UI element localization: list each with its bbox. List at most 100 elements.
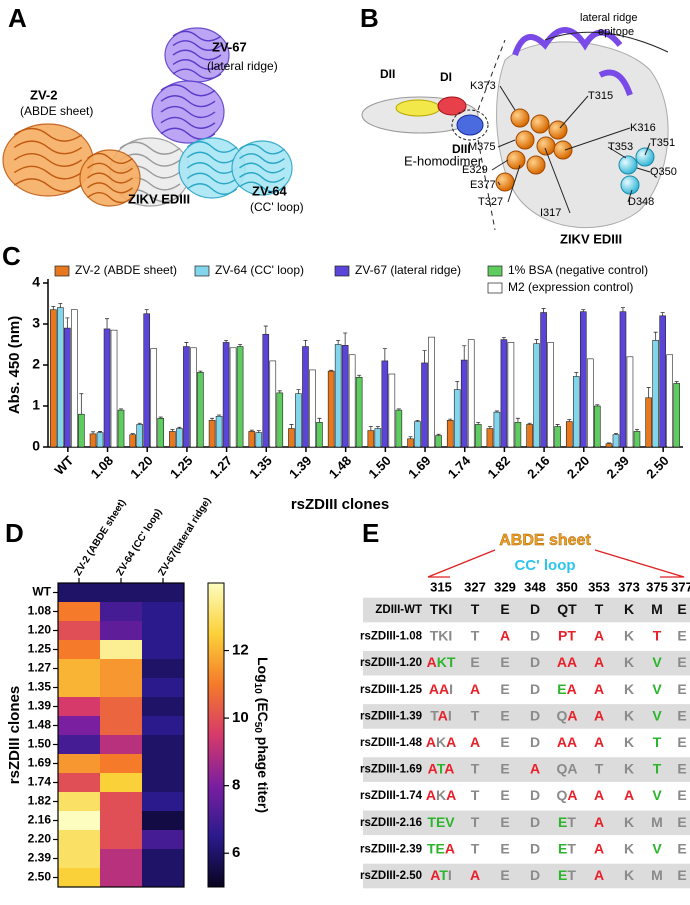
error-bar [375, 426, 380, 429]
x-tick-label: 1.48 [326, 453, 355, 482]
error-bar [98, 431, 103, 433]
bar [388, 373, 396, 448]
leader-line [636, 167, 651, 173]
bar [666, 354, 673, 448]
ribbon-strand [119, 141, 181, 155]
row-label: rsZDIII-1.25 [360, 684, 423, 696]
residue-sphere [553, 140, 573, 160]
legend-swatch [487, 282, 503, 294]
bar [593, 405, 601, 448]
residue-cell: K [624, 707, 634, 723]
residue: T [427, 840, 436, 856]
y-tick-label: 4 [32, 274, 40, 290]
residue-cell: D [530, 707, 540, 723]
row-label: 1.20 [28, 623, 52, 637]
heatmap-cell [142, 830, 185, 850]
residue: E [677, 787, 686, 803]
bar [460, 359, 468, 448]
bar [316, 422, 323, 448]
residue: E [500, 734, 509, 750]
bar [248, 431, 256, 448]
error-bar [515, 417, 520, 423]
residue: A [594, 681, 604, 697]
x-tick-label: 1.08 [88, 453, 117, 482]
residue-label: I317 [540, 207, 561, 219]
leader-line [559, 95, 589, 129]
heatmap-cell [58, 716, 101, 736]
bar [540, 312, 547, 448]
bar [348, 354, 356, 448]
residue: T [447, 654, 456, 670]
residue: T [653, 734, 662, 750]
residue: M [651, 814, 663, 830]
ribbon-strand [160, 116, 216, 129]
colorbar-label-part: Log [255, 657, 271, 683]
residue: E [677, 654, 686, 670]
error-bar [674, 381, 679, 384]
bar [414, 421, 421, 448]
residue: A [438, 707, 448, 723]
error-bar [606, 442, 611, 444]
heatmap-cell [58, 583, 101, 603]
bar [474, 424, 482, 448]
ribbon-strand [186, 162, 238, 174]
residue: I [449, 681, 453, 697]
error-bar [79, 393, 84, 415]
residue: T [471, 760, 480, 776]
residue: A [446, 734, 456, 750]
residue-cell: V [652, 707, 662, 723]
ribbon-strand [160, 105, 216, 119]
error-bar [368, 426, 373, 431]
residue-cell: ATI [430, 867, 452, 883]
residue: A [567, 734, 577, 750]
colorbar-tick-label: 10 [232, 709, 249, 726]
residue: D [530, 814, 540, 830]
residue: T [430, 601, 439, 617]
row-stripe [363, 810, 690, 836]
residue: A [470, 867, 480, 883]
residue-cell: AKA [426, 787, 456, 803]
residue-cell: AAI [429, 681, 453, 697]
residue-cell: D [530, 734, 540, 750]
heatmap-cell [100, 697, 143, 717]
row-stripe [363, 704, 690, 729]
row-label: 1.25 [28, 642, 52, 656]
residue-cell: A [594, 707, 604, 723]
residue-cell: T [471, 707, 480, 723]
error-bar [296, 389, 301, 394]
ribbon-strand [172, 30, 222, 42]
residue-cell: A [594, 787, 604, 803]
residue: K [436, 734, 446, 750]
error-bar [555, 424, 560, 427]
residue: E [677, 840, 686, 856]
residue-cell: A [470, 734, 480, 750]
bar [288, 428, 295, 448]
error-bar [317, 417, 322, 423]
group-label: ABDE sheet [499, 532, 591, 549]
residue-cell: T [471, 760, 480, 776]
residue-cell: E [500, 654, 509, 670]
residue: I [448, 707, 452, 723]
colorbar-label-part: 10 [252, 683, 263, 695]
bar [605, 443, 613, 448]
bar [103, 328, 111, 448]
residue-cell: AA [557, 654, 577, 670]
residue: E [557, 681, 566, 697]
leader-line [627, 189, 633, 203]
residue: Q [556, 787, 567, 803]
residue-cell: A [594, 867, 604, 883]
bar [302, 346, 309, 448]
bar [78, 413, 85, 448]
residue-cell: D [530, 840, 540, 856]
error-bar [357, 374, 362, 378]
residue: A [500, 627, 510, 643]
residue-cell: A [594, 840, 604, 856]
panel-letter: D [5, 518, 24, 548]
heatmap-cell [142, 621, 185, 641]
residue-cell: QA [556, 707, 577, 723]
residue: A [557, 654, 567, 670]
x-tick-label: 1.82 [484, 453, 513, 482]
ribbon-strand [186, 141, 238, 153]
residue-cell: QA [556, 760, 577, 776]
heatmap-cell [142, 602, 185, 622]
